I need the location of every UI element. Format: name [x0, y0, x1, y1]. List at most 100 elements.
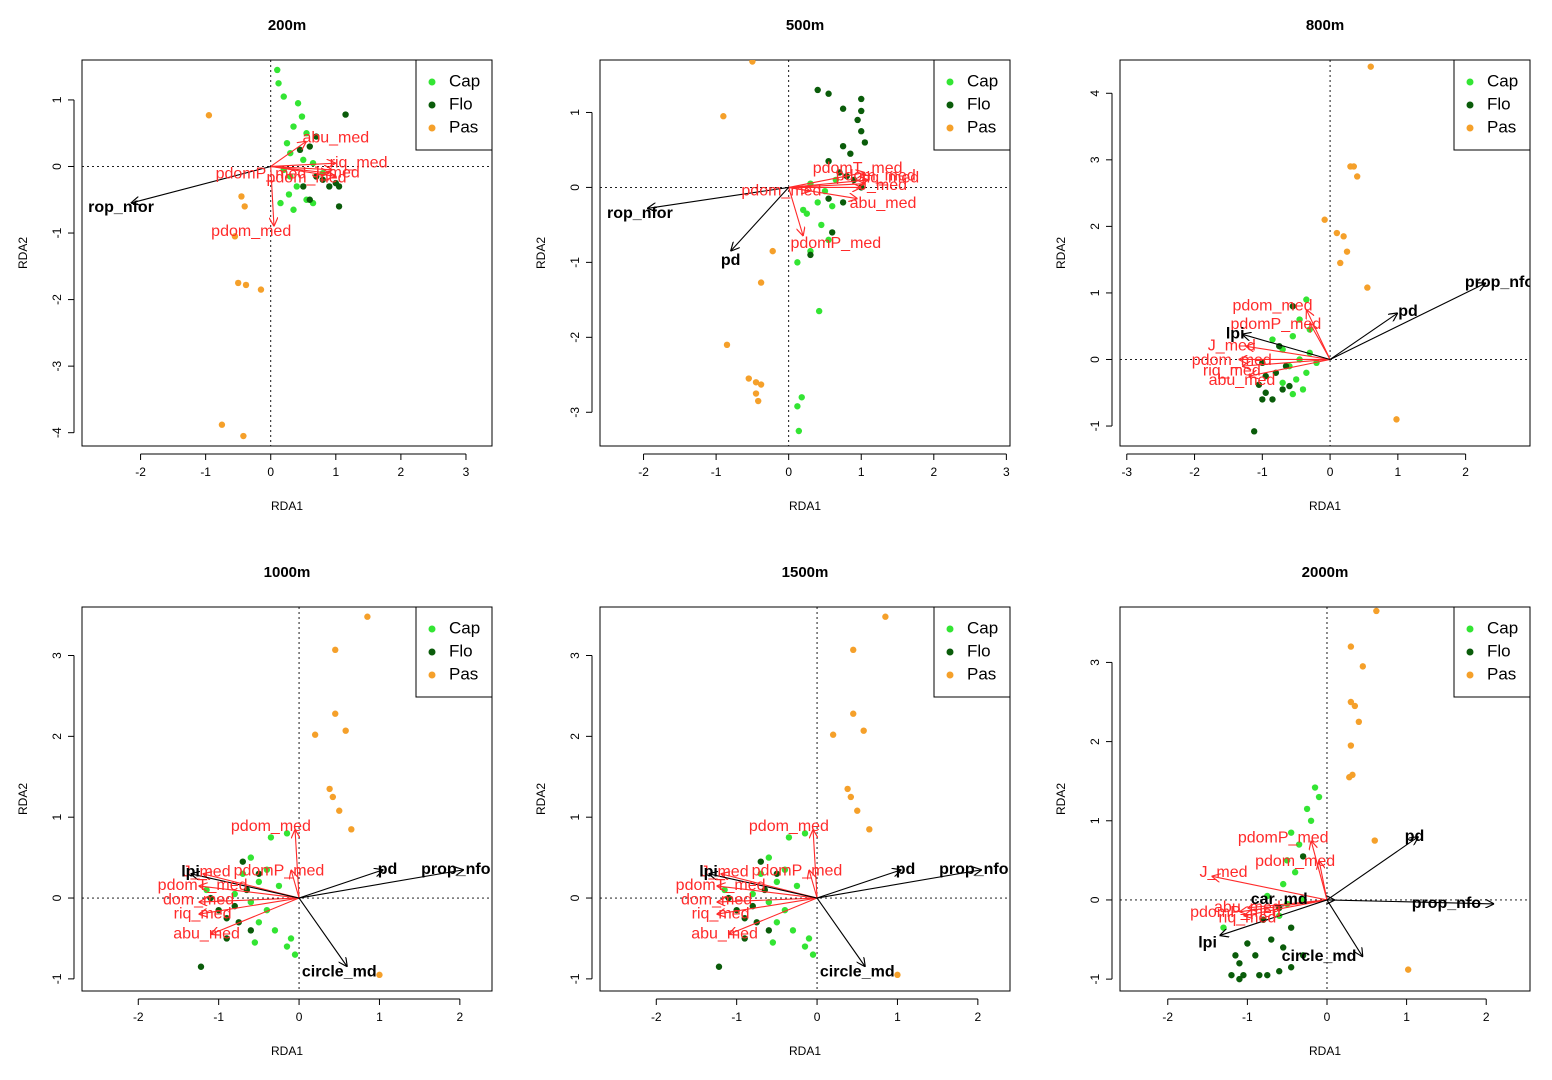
legend-label: Pas [449, 117, 478, 136]
y-tick-label: 2 [1088, 223, 1102, 230]
x-tick-label: -1 [1257, 465, 1268, 479]
y-tick-label: -2 [50, 294, 64, 305]
point-cap [1303, 805, 1311, 813]
plot-frame [1119, 59, 1531, 447]
point-pas [342, 727, 349, 734]
point-cap [271, 927, 279, 934]
point-cap [798, 394, 805, 401]
species-arrow [1306, 310, 1331, 360]
point-flo [1299, 952, 1307, 959]
point-cap [1289, 390, 1297, 398]
point-cap [801, 943, 809, 950]
species-arrow [271, 166, 274, 226]
env-label: pd [1405, 828, 1425, 845]
point-flo [335, 203, 343, 210]
point-cap [1289, 332, 1297, 340]
legend: Cap Flo Pas [415, 606, 493, 698]
x-tick-label: 2 [398, 465, 405, 479]
y-axis-label: RDA2 [16, 237, 30, 269]
point-flo [1236, 975, 1243, 983]
panel-title: 1500m [782, 564, 829, 581]
y-tick-label: 4 [1088, 90, 1102, 97]
point-pas [850, 710, 857, 717]
point-cap [300, 156, 307, 164]
env-label: lpi [1226, 325, 1245, 342]
point-cap [757, 870, 764, 877]
y-axis-label: RDA2 [1054, 783, 1068, 815]
point-flo [326, 183, 333, 190]
legend-marker-flo [946, 648, 954, 656]
species-arrow [295, 829, 299, 899]
species-label: J_med [1208, 337, 1256, 354]
y-tick-label: -2 [568, 332, 582, 343]
point-cap [749, 890, 756, 898]
point-pas [850, 646, 857, 654]
y-tick-label: 1 [568, 109, 582, 116]
x-tick-label: -2 [1162, 1010, 1173, 1024]
point-cap [785, 834, 793, 841]
legend-label: Pas [967, 664, 996, 683]
point-flo [725, 894, 732, 902]
env-label: pd [721, 252, 741, 269]
species-arrow [1245, 346, 1331, 361]
env-arrow [191, 874, 300, 899]
y-tick-label: -1 [568, 257, 582, 268]
env-label: lpi [1198, 935, 1217, 952]
point-flo [839, 105, 847, 112]
legend-marker-pas [428, 124, 436, 132]
x-tick-label: 3 [1003, 465, 1010, 479]
point-flo [1255, 381, 1263, 388]
point-pas [745, 375, 752, 382]
species-label: pdomP_med [1190, 904, 1281, 921]
species-label: pdom_med [1192, 352, 1272, 369]
species-arrow [717, 886, 818, 899]
point-pas [1371, 837, 1378, 844]
point-cap [769, 939, 777, 946]
point-flo [825, 90, 832, 97]
point-pas [242, 281, 250, 289]
y-tick-label: 0 [1088, 896, 1102, 903]
species-arrow [1242, 358, 1331, 366]
env-label: lpi [181, 863, 200, 880]
point-pas [1373, 607, 1380, 615]
species-label: pdomT_med [676, 877, 766, 894]
legend-label: Flo [1487, 641, 1511, 660]
point-flo [1236, 960, 1243, 967]
point-pas [1340, 233, 1347, 240]
point-flo [1280, 944, 1287, 951]
point-flo [319, 176, 326, 183]
env-arrow [298, 870, 383, 899]
point-cap [239, 870, 246, 877]
env-label: car_md [1251, 891, 1308, 908]
species-label: pdom_med [1255, 853, 1335, 870]
point-pas [1404, 966, 1412, 973]
env-label: circle_md [302, 964, 377, 981]
plot-area: pdom_med pdomP_medJ_medpdomT_meddom_medri… [676, 613, 1009, 981]
x-tick-label: 2 [974, 1010, 981, 1024]
y-tick-label: 1 [568, 814, 582, 821]
y-tick-label: -3 [50, 360, 64, 371]
env-label: pd [896, 861, 916, 878]
point-pas [1347, 643, 1355, 650]
point-cap [255, 878, 263, 886]
point-cap [287, 935, 295, 942]
point-flo [1240, 971, 1247, 979]
point-cap [291, 951, 299, 958]
legend-marker-flo [1466, 648, 1474, 656]
point-flo [825, 157, 832, 165]
point-flo [1264, 971, 1271, 979]
y-tick-label: 0 [1088, 356, 1102, 363]
legend-box [933, 606, 1011, 698]
point-pas [218, 421, 226, 428]
point-pas [1355, 718, 1363, 726]
point-pas [326, 785, 333, 793]
point-flo [1228, 971, 1235, 979]
x-tick-label: -2 [133, 1010, 144, 1024]
x-tick-label: -3 [1121, 465, 1132, 479]
point-cap [1283, 857, 1291, 864]
point-flo [1262, 372, 1269, 380]
point-cap [815, 307, 823, 315]
y-tick-label: 1 [50, 96, 64, 103]
point-pas [205, 112, 213, 119]
legend: Cap Flo Pas [415, 59, 493, 151]
